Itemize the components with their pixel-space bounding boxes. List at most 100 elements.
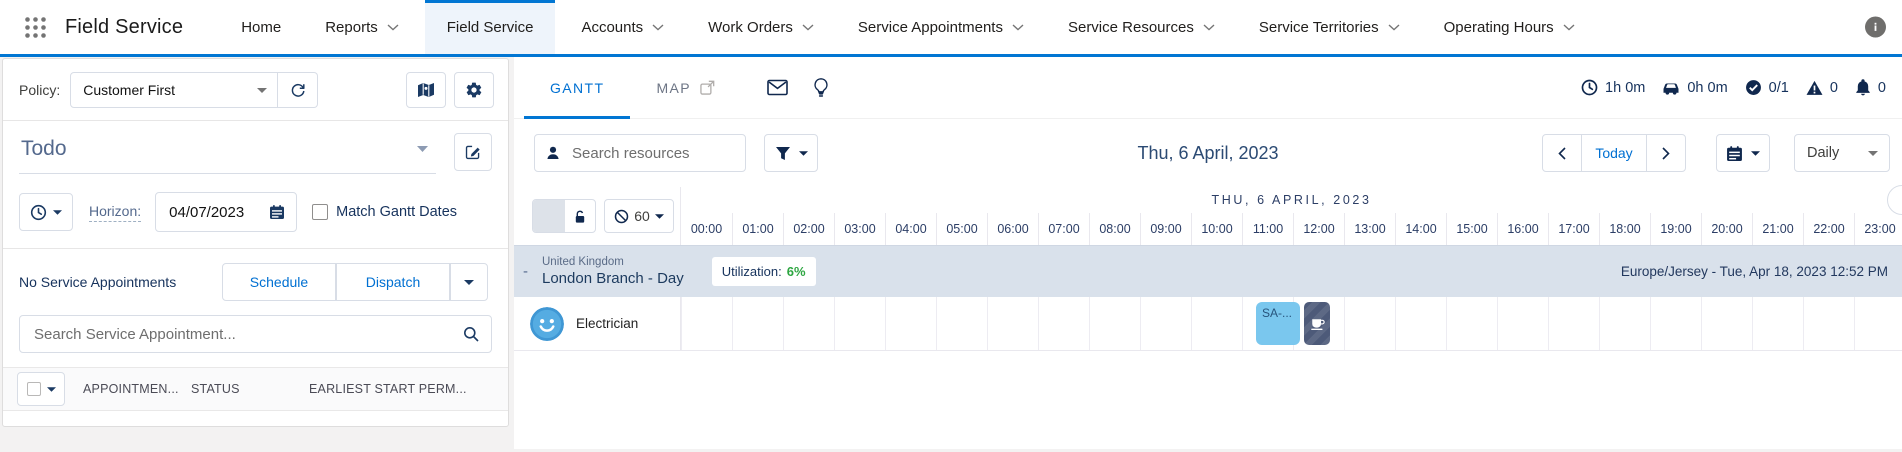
territory-name-block[interactable]: United Kingdom London Branch - Day (542, 256, 684, 287)
resource-filter-button[interactable] (764, 134, 818, 172)
email-button[interactable] (767, 79, 788, 96)
column-header-status[interactable]: STATUS (191, 382, 240, 396)
tab-gantt-label: GANTT (550, 79, 605, 96)
stat-scheduled-time[interactable]: 1h 0m (1581, 79, 1645, 96)
stat-travel-time[interactable]: 0h 0m (1662, 80, 1728, 96)
app-launcher-icon[interactable] (24, 16, 47, 39)
stat-rule-violations[interactable]: 0 (1806, 80, 1838, 96)
calendar-icon (1727, 145, 1742, 161)
today-button[interactable]: Today (1581, 134, 1647, 172)
gantt-tabs-row: GANTT MAP (514, 57, 1902, 119)
horizon-row: Horizon: Match Gantt Dates (3, 174, 508, 248)
resource-timeline[interactable]: SA-... (680, 297, 1902, 350)
chevron-down-icon (1203, 23, 1215, 31)
service-appointment-block[interactable]: SA-... (1256, 302, 1300, 345)
appointment-count-text: No Service Appointments (19, 274, 177, 290)
select-all-checkbox[interactable] (26, 382, 41, 396)
refresh-policy-button[interactable] (278, 72, 319, 108)
info-icon[interactable] (1865, 16, 1886, 38)
break-block[interactable] (1304, 302, 1330, 345)
nav-tab-reports[interactable]: Reports (312, 0, 412, 54)
appointment-actions-row: No Service Appointments Schedule Dispatc… (3, 249, 508, 315)
hour-label: 07:00 (1038, 213, 1089, 245)
nav-tab-operating-hours[interactable]: Operating Hours (1431, 0, 1588, 54)
global-nav-bar: Field Service Home Reports Field Service… (0, 0, 1902, 57)
more-actions-button[interactable] (450, 263, 488, 301)
gantt-timeline-header: 60 THU, 6 APRIL, 2023 00:00 01:00 02:00 03:… (514, 187, 1902, 245)
caret-down-icon (1868, 150, 1878, 156)
nav-tab-service-territories[interactable]: Service Territories (1246, 0, 1413, 54)
funnel-icon (775, 146, 790, 160)
nav-tab-service-resources[interactable]: Service Resources (1055, 0, 1228, 54)
nav-tab-work-orders[interactable]: Work Orders (695, 0, 827, 54)
hour-label: 06:00 (987, 213, 1038, 245)
hour-label: 08:00 (1089, 213, 1140, 245)
nav-tab-service-appointments[interactable]: Service Appointments (845, 0, 1037, 54)
chevron-left-icon (1558, 146, 1566, 160)
appointment-list-filter-select[interactable]: Todo (19, 133, 436, 174)
stat-notifications[interactable]: 0 (1855, 79, 1886, 96)
edit-filter-button[interactable] (454, 133, 492, 171)
hour-label: 21:00 (1752, 213, 1803, 245)
hour-label: 13:00 (1344, 213, 1395, 245)
dispatch-button[interactable]: Dispatch (336, 263, 450, 301)
previous-day-button[interactable] (1542, 134, 1582, 172)
horizon-label[interactable]: Horizon: (89, 203, 142, 222)
gantt-zoom-select[interactable]: 60 (604, 199, 674, 233)
hour-label: 02:00 (783, 213, 834, 245)
resource-name: Electrician (576, 316, 639, 331)
tab-map[interactable]: MAP (630, 57, 741, 118)
territory-timezone-clock: Europe/Jersey - Tue, Apr 18, 2023 12:52 … (1620, 264, 1888, 279)
tab-gantt[interactable]: GANTT (524, 57, 631, 119)
date-picker-button[interactable] (1716, 134, 1770, 172)
nav-tab-accounts[interactable]: Accounts (568, 0, 677, 54)
gantt-kpi-bar: 1h 0m 0h 0m 0/1 (1581, 79, 1894, 96)
schedule-button[interactable]: Schedule (222, 263, 336, 301)
nav-tab-label: Service Territories (1258, 18, 1379, 36)
next-day-button[interactable] (1646, 134, 1686, 172)
nav-tab-label: Home (241, 18, 282, 36)
resource-header[interactable]: Electrician (514, 297, 680, 350)
hour-label: 23:00 (1854, 213, 1902, 245)
caret-down-icon (464, 279, 474, 285)
hour-label: 04:00 (885, 213, 936, 245)
view-mode-select[interactable]: Daily (1794, 134, 1890, 172)
refresh-icon (291, 84, 305, 97)
match-gantt-dates-checkbox[interactable] (312, 204, 329, 220)
hour-label: 09:00 (1140, 213, 1191, 245)
stat-violations-value: 0 (1829, 79, 1838, 96)
map-button[interactable] (406, 72, 446, 108)
match-gantt-dates-control: Match Gantt Dates (312, 204, 457, 220)
caret-down-icon (46, 386, 56, 392)
gantt-lock-toggle[interactable] (532, 199, 596, 233)
territory-collapse-toggle[interactable]: - (523, 263, 528, 280)
select-all-control[interactable] (17, 372, 65, 406)
column-header-earliest-start[interactable]: EARLIEST START PERM... (309, 382, 467, 396)
tab-map-label: MAP (656, 79, 691, 96)
resource-search-input[interactable] (570, 143, 735, 163)
hour-label: 12:00 (1293, 213, 1344, 245)
caret-down-icon (798, 150, 808, 156)
time-menu-button[interactable] (19, 193, 73, 231)
lightbulb-icon[interactable] (814, 78, 828, 97)
column-header-appointment[interactable]: APPOINTMEN... (83, 382, 179, 396)
warning-triangle-icon (1806, 80, 1823, 95)
nav-tab-label: Operating Hours (1443, 18, 1554, 36)
chevron-down-icon (1012, 23, 1024, 31)
horizon-date-input[interactable] (167, 202, 260, 222)
settings-button[interactable] (454, 72, 494, 108)
gantt-header-controls: 60 (514, 187, 680, 245)
lock-toggle-track (533, 200, 565, 232)
resource-avatar (530, 306, 564, 341)
appointment-search-input[interactable] (32, 324, 463, 344)
nav-tab-field-service[interactable]: Field Service (424, 0, 556, 54)
policy-select[interactable]: Customer First (70, 72, 279, 108)
caret-down-icon (654, 213, 664, 219)
nav-tab-label: Work Orders (708, 18, 793, 36)
nav-tab-home[interactable]: Home (228, 0, 294, 54)
stat-completed[interactable]: 0/1 (1745, 79, 1789, 96)
caret-down-icon (53, 209, 62, 215)
resource-search-field (534, 134, 746, 172)
check-circle-icon (1745, 80, 1761, 95)
hour-label: 05:00 (936, 213, 987, 245)
